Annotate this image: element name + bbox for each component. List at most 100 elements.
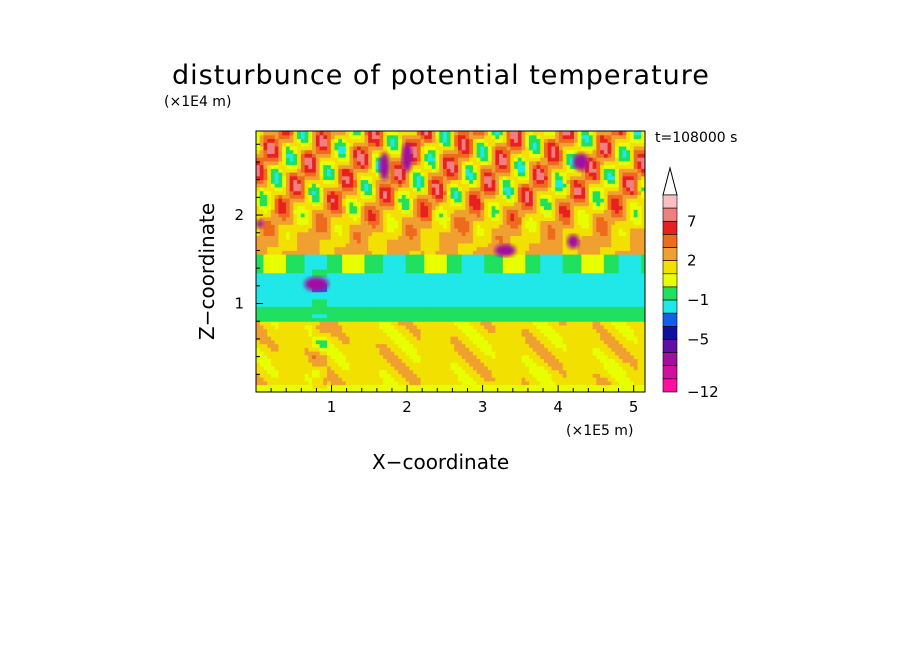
heatmap-cell — [472, 384, 478, 389]
heatmap-cell — [263, 302, 268, 307]
heatmap-cell — [356, 324, 362, 330]
heatmap-cell — [293, 186, 298, 192]
heatmap-cell — [267, 298, 272, 304]
heatmap-cell — [510, 321, 515, 326]
heatmap-cell — [480, 250, 485, 255]
heatmap-cell — [282, 198, 287, 203]
heatmap-cell — [499, 328, 504, 333]
heatmap-cell — [349, 373, 354, 378]
heatmap-cell — [495, 142, 500, 147]
heatmap-cell — [420, 268, 425, 274]
heatmap-cell — [405, 350, 410, 356]
heatmap-cell — [435, 209, 440, 214]
heatmap-cell — [424, 306, 429, 311]
heatmap-cell — [371, 231, 377, 236]
heatmap-cell — [342, 157, 347, 162]
heatmap-cell — [338, 362, 343, 367]
heatmap-cell — [487, 209, 493, 214]
heatmap-cell — [446, 362, 452, 367]
heatmap-cell — [278, 175, 283, 181]
heatmap-cell — [409, 257, 414, 263]
heatmap-cell — [472, 216, 478, 222]
heatmap-cell — [476, 131, 482, 136]
heatmap-cell — [461, 309, 467, 315]
heatmap-cell — [368, 242, 373, 248]
heatmap-cell — [510, 205, 515, 210]
heatmap-cell — [472, 239, 478, 244]
heatmap-cell — [356, 380, 362, 386]
heatmap-cell — [342, 257, 347, 263]
heatmap-cell — [338, 261, 343, 266]
heatmap-cell — [259, 183, 265, 188]
heatmap-cell — [443, 142, 448, 147]
heatmap-cell — [300, 354, 306, 360]
heatmap-cell — [259, 272, 265, 278]
heatmap-cell — [461, 336, 467, 341]
heatmap-cell — [401, 183, 407, 188]
heatmap-cell — [263, 235, 268, 240]
heatmap-cell — [327, 257, 332, 263]
heatmap-cell — [491, 160, 496, 166]
heatmap-cell — [379, 201, 384, 207]
heatmap-cell — [379, 179, 384, 184]
heatmap-cell — [484, 354, 489, 360]
heatmap-cell — [368, 246, 373, 251]
heatmap-cell — [356, 302, 362, 307]
heatmap-cell — [319, 183, 324, 188]
heatmap-cell — [431, 254, 437, 259]
heatmap-cell — [319, 313, 324, 319]
heatmap-cell — [353, 142, 358, 147]
heatmap-cell — [495, 153, 500, 158]
heatmap-cell — [472, 388, 478, 392]
heatmap-cell — [435, 257, 440, 263]
heatmap-cell — [510, 347, 515, 352]
heatmap-cell — [514, 257, 519, 263]
heatmap-cell — [285, 317, 291, 322]
heatmap-cell — [267, 153, 272, 158]
heatmap-cell — [390, 298, 395, 304]
heatmap-cell — [330, 291, 336, 296]
heatmap-cell — [304, 328, 309, 333]
heatmap-cell — [345, 287, 351, 292]
heatmap-cell — [342, 134, 347, 140]
heatmap-cell — [319, 179, 324, 184]
heatmap-cell — [364, 175, 369, 181]
heatmap-cell — [398, 205, 403, 210]
heatmap-cell — [360, 306, 366, 311]
heatmap-cell — [495, 287, 500, 292]
heatmap-cell — [360, 246, 366, 251]
heatmap-cell — [454, 160, 459, 166]
heatmap-cell — [416, 227, 422, 233]
heatmap-cell — [446, 350, 452, 356]
heatmap-cell — [285, 205, 291, 210]
heatmap-cell — [297, 377, 302, 382]
heatmap-cell — [323, 272, 328, 278]
heatmap-cell — [446, 142, 452, 147]
heatmap-cell — [409, 198, 414, 203]
heatmap-cell — [334, 227, 339, 233]
heatmap-cell — [413, 254, 418, 259]
heatmap-cell — [308, 358, 313, 363]
heatmap-cell — [312, 358, 317, 363]
heatmap-cell — [499, 343, 504, 348]
heatmap-cell — [330, 134, 336, 140]
heatmap-cell — [401, 317, 407, 322]
heatmap-cell — [330, 194, 336, 199]
heatmap-cell — [270, 343, 276, 348]
heatmap-cell — [428, 261, 433, 266]
heatmap-cell — [431, 298, 437, 304]
heatmap-cell — [424, 358, 429, 363]
heatmap-cell — [405, 332, 410, 337]
heatmap-cell — [480, 298, 485, 304]
heatmap-cell — [345, 295, 351, 300]
heatmap-cell — [506, 380, 511, 386]
heatmap-cell — [323, 160, 328, 166]
heatmap-cell — [484, 201, 489, 207]
heatmap-cell — [327, 298, 332, 304]
heatmap-cell — [420, 190, 425, 195]
heatmap-cell — [353, 362, 358, 367]
heatmap-cell — [289, 149, 294, 154]
heatmap-cell — [416, 213, 422, 218]
heatmap-cell — [499, 179, 504, 184]
heatmap-cell — [487, 153, 493, 158]
